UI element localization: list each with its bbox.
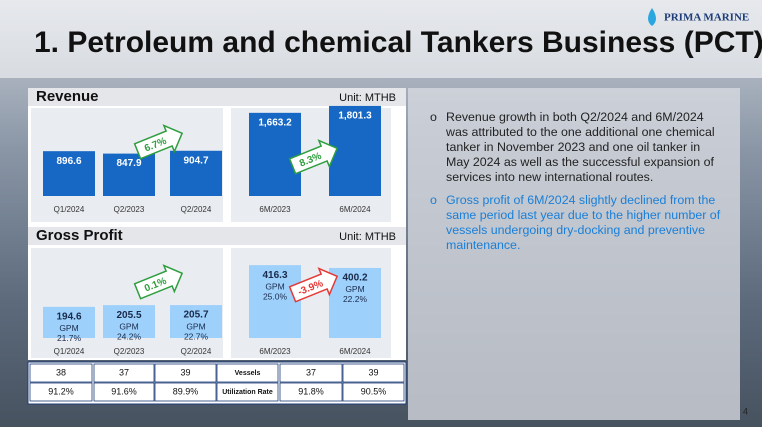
- value-label: 205.7: [183, 310, 208, 321]
- bar: [170, 150, 222, 196]
- bullet: Gross profit of 6M/2024 slightly decline…: [430, 193, 724, 253]
- arrow-shape: [133, 124, 184, 160]
- gpm-value: 22.7%: [184, 331, 209, 341]
- table-cell: [154, 363, 217, 383]
- bar: [43, 306, 95, 338]
- panel-header: [28, 88, 406, 106]
- growth-arrow: 8.3%: [288, 139, 339, 175]
- table-value: 91.8%: [298, 386, 324, 396]
- table-cell: [216, 363, 279, 383]
- gpm-value: 24.2%: [117, 331, 142, 341]
- gpm-label: GPM: [265, 281, 284, 291]
- table-cell: [93, 382, 155, 402]
- unit-label: Unit: MTHB: [339, 231, 396, 243]
- table-cell: [29, 382, 93, 402]
- bar: [329, 267, 381, 338]
- panel-header: [28, 227, 406, 245]
- bar: [103, 153, 155, 196]
- value-label: 194.6: [56, 312, 81, 323]
- x-tick-label: Q2/2023: [114, 205, 145, 214]
- bullet-panel: Revenue growth in both Q2/2024 and 6M/20…: [408, 88, 740, 420]
- value-label: 400.2: [342, 273, 367, 284]
- gpm-value: 25.0%: [263, 291, 288, 301]
- gpm-label: GPM: [186, 321, 205, 331]
- bar: [249, 265, 301, 338]
- table-cell: [93, 363, 155, 383]
- title-band: [0, 0, 762, 78]
- x-tick-label: Q2/2024: [181, 205, 212, 214]
- row-header: Utilization Rate: [222, 389, 273, 396]
- x-tick-label: Q1/2024: [54, 347, 85, 356]
- table-value: 91.2%: [48, 386, 74, 396]
- bar: [103, 305, 155, 338]
- arrow-shape: [288, 139, 339, 175]
- gpm-value: 22.2%: [343, 294, 368, 304]
- bar: [329, 105, 381, 196]
- table-cell: [154, 382, 217, 402]
- growth-arrow: -3.9%: [288, 267, 339, 303]
- logo-drop: [648, 8, 656, 26]
- table-value: 39: [368, 367, 378, 377]
- bar: [249, 112, 301, 196]
- logo-text: PRIMA MARINE: [664, 12, 749, 24]
- gpm-value: 21.7%: [57, 333, 82, 343]
- table-value: 90.5%: [361, 386, 387, 396]
- table-cell: [279, 363, 343, 383]
- x-tick-label: Q2/2023: [114, 347, 145, 356]
- x-tick-label: Q2/2024: [181, 347, 212, 356]
- panel-title: Revenue: [36, 88, 99, 105]
- value-label: 904.7: [183, 155, 208, 166]
- sub-panel: [31, 248, 223, 358]
- value-label: 205.5: [116, 310, 141, 321]
- table-value: 89.9%: [173, 386, 199, 396]
- slide-title: 1. Petroleum and chemical Tankers Busine…: [34, 26, 762, 59]
- growth-arrow: 0.1%: [133, 264, 184, 300]
- table-cell: [29, 363, 93, 383]
- value-label: 896.6: [56, 156, 81, 167]
- table-value: 37: [119, 367, 129, 377]
- x-tick-label: 6M/2023: [259, 205, 291, 214]
- table-cell: [342, 382, 405, 402]
- unit-label: Unit: MTHB: [339, 92, 396, 104]
- gpm-label: GPM: [119, 321, 138, 331]
- x-tick-label: 6M/2024: [339, 347, 371, 356]
- value-label: 1,663.2: [258, 117, 292, 128]
- value-label: 847.9: [116, 158, 141, 169]
- panel-title: Gross Profit: [36, 227, 123, 244]
- row-header: Vessels: [235, 370, 261, 377]
- table-value: 38: [56, 367, 66, 377]
- table-cell: [279, 382, 343, 402]
- x-tick-label: 6M/2024: [339, 205, 371, 214]
- table-cell: [342, 363, 405, 383]
- bar: [170, 305, 222, 338]
- gpm-label: GPM: [345, 284, 364, 294]
- x-tick-label: Q1/2024: [54, 205, 85, 214]
- page-number: 4: [743, 406, 748, 416]
- gpm-label: GPM: [59, 323, 78, 333]
- bullet: Revenue growth in both Q2/2024 and 6M/20…: [430, 110, 724, 185]
- value-label: 416.3: [262, 270, 287, 281]
- x-tick-label: 6M/2023: [259, 347, 291, 356]
- table-cell: [216, 382, 279, 402]
- bar: [43, 151, 95, 196]
- value-label: 1,801.3: [338, 111, 372, 122]
- arrow-shape: [288, 267, 339, 303]
- table-value: 37: [306, 367, 316, 377]
- table-value: 39: [180, 367, 190, 377]
- table-value: 91.6%: [111, 386, 137, 396]
- growth-arrow: 6.7%: [133, 124, 184, 160]
- arrow-shape: [133, 264, 184, 300]
